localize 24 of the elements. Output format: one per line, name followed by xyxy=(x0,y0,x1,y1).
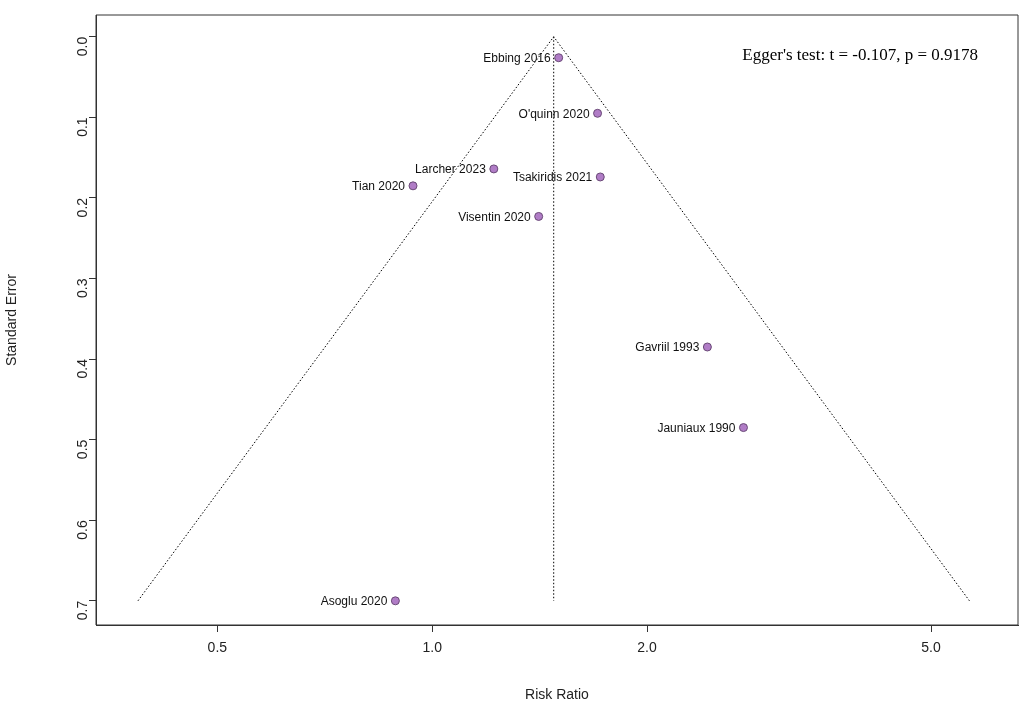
annotation: Larcher 2023 xyxy=(415,162,487,177)
y-tick-label: 0.3 xyxy=(73,278,90,298)
annotation: Egger's test: t = -0.107, p = 0.9178 xyxy=(742,45,978,65)
x-axis-title: Risk Ratio xyxy=(525,686,590,703)
x-tick-label: 2.0 xyxy=(637,639,657,656)
y-tick-label: 0.1 xyxy=(73,117,90,137)
y-tick-label: 0.7 xyxy=(73,600,90,621)
y-axis-title: Standard Error xyxy=(3,273,20,366)
x-tick-label: 5.0 xyxy=(921,639,941,656)
y-tick-label: 0.6 xyxy=(73,520,90,540)
y-tick-label: 0.0 xyxy=(73,36,90,57)
annotation: Ebbing 2016 xyxy=(483,51,551,66)
annotation: Tsakiridis 2021 xyxy=(512,170,593,185)
annotation: Tian 2020 xyxy=(352,179,406,194)
annotation: Visentin 2020 xyxy=(458,209,531,224)
y-tick-label: 0.2 xyxy=(73,197,90,218)
x-tick-label: 1.0 xyxy=(422,639,443,656)
annotation: Jauniaux 1990 xyxy=(657,420,736,435)
annotation: O'quinn 2020 xyxy=(518,106,590,121)
y-tick-label: 0.4 xyxy=(73,358,90,379)
x-tick-label: 0.5 xyxy=(207,639,228,656)
y-tick-label: 0.5 xyxy=(73,439,90,460)
annotation: Gavriil 1993 xyxy=(635,340,700,355)
annotation: Asoglu 2020 xyxy=(320,594,388,609)
